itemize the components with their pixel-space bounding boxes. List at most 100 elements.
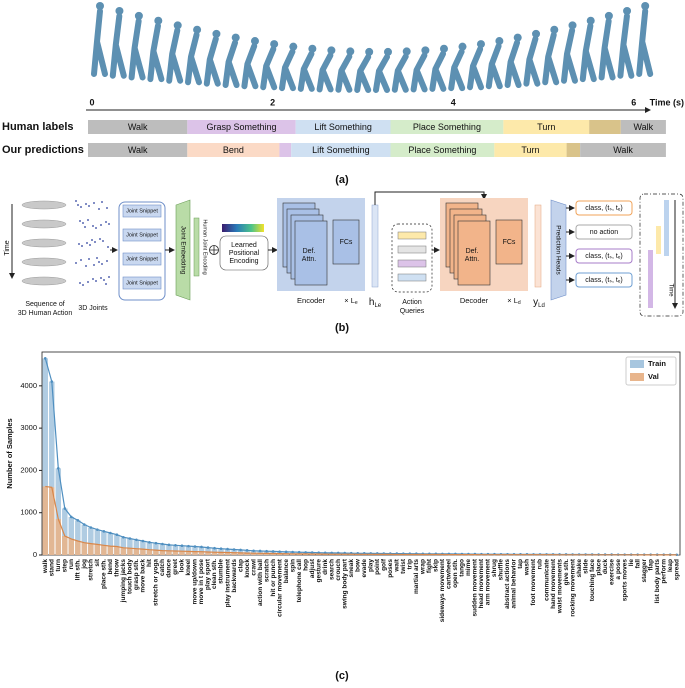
figure-head — [421, 46, 430, 55]
x-tick-label: stretch — [88, 559, 95, 581]
joint-dot — [99, 238, 101, 240]
figure-body — [429, 50, 447, 92]
figure-head — [402, 47, 411, 56]
x-tick-label: cartwheel — [446, 559, 453, 589]
figure-body — [561, 27, 578, 84]
bar — [133, 539, 140, 555]
joint-dot — [85, 203, 87, 205]
figure-head — [346, 47, 355, 56]
bar — [75, 520, 81, 555]
segment — [291, 143, 391, 157]
bar — [185, 546, 192, 555]
bar — [68, 538, 75, 555]
segment-label: Walk — [634, 122, 654, 132]
x-tick-label: tap — [517, 559, 524, 569]
x-tick-label: tango — [459, 559, 466, 577]
query — [397, 273, 427, 282]
figure-head — [289, 42, 298, 51]
figure-body — [523, 35, 541, 87]
x-tick-label: play sport — [205, 558, 212, 590]
time-label: Time — [667, 283, 673, 297]
figure-head — [231, 33, 240, 42]
bar — [55, 468, 62, 555]
human-figure — [128, 11, 146, 81]
queries-label: Queries — [400, 308, 425, 315]
series-dot — [76, 519, 80, 522]
output-label: class, (tₛ, tₑ) — [585, 205, 623, 212]
joint-dot — [96, 257, 98, 259]
joint-dot — [81, 245, 83, 247]
attn-label: Attn. — [465, 256, 479, 263]
x-tick-label: point — [374, 558, 381, 575]
human-figure — [467, 40, 485, 91]
series-dot — [252, 549, 255, 553]
x-tick-label: hand movement — [550, 558, 557, 609]
series-line — [45, 485, 677, 556]
figure-head — [212, 29, 221, 38]
x-tick-label: trip — [407, 559, 414, 570]
positional-label: Learned — [231, 242, 257, 249]
joint-dot — [86, 242, 88, 244]
joint-dot — [93, 202, 95, 204]
joint-dot — [98, 208, 100, 210]
h-sub: Le — [374, 303, 381, 309]
joint-dot — [88, 205, 90, 207]
joint-dot — [85, 265, 87, 267]
joint-dot — [100, 277, 102, 279]
figure-body — [373, 53, 390, 93]
segment-label: Place Something — [413, 122, 481, 132]
x-tick-label: play — [367, 559, 374, 572]
figure-body — [185, 31, 202, 86]
x-tick-label: abstract actions — [504, 559, 511, 609]
x-tick-label: lift sth. — [75, 559, 82, 580]
segment — [580, 143, 666, 157]
skip-arrow — [374, 191, 487, 205]
segment-label: Turn — [537, 122, 555, 132]
human-figure — [448, 42, 467, 92]
bar — [192, 546, 198, 555]
caption: (a) — [335, 174, 349, 186]
x-tick-label: step — [62, 559, 69, 572]
x-tick-label: stand — [48, 559, 55, 576]
x-tick-label: crawl — [250, 559, 257, 576]
pred-bar — [648, 250, 653, 308]
joint-dot — [79, 220, 81, 222]
embedding-block — [175, 199, 191, 301]
segment — [620, 120, 666, 134]
x-tick-label: sneak — [348, 559, 355, 578]
human-figure — [373, 47, 392, 93]
figure-body — [504, 39, 522, 89]
x-tick-label: search — [328, 559, 335, 580]
bar — [198, 546, 205, 555]
x-tick-label: swing body part — [341, 558, 348, 609]
human-figure — [542, 25, 560, 86]
joint-dot — [107, 246, 109, 248]
x-tick-label: action with ball — [257, 559, 264, 606]
bar — [68, 516, 75, 555]
h-main: h — [369, 297, 375, 308]
y-label: yLd — [533, 297, 545, 309]
figure-body — [617, 12, 635, 79]
series-dot — [122, 535, 125, 539]
segment-label: Walk — [128, 122, 148, 132]
x-tick-label: kneel — [185, 559, 192, 576]
x-tick-label: rocking movement — [569, 558, 576, 617]
series-dot — [109, 531, 112, 535]
plot-frame — [41, 351, 681, 556]
bar — [62, 535, 68, 555]
x-tick-label: move in t pose — [198, 559, 205, 605]
snippet-box — [122, 204, 162, 218]
figure-head — [173, 21, 182, 30]
segment — [390, 120, 504, 134]
bar — [276, 553, 283, 555]
figure-body — [410, 52, 428, 93]
x-tick-label: sudden movement — [472, 558, 479, 616]
figure-body — [109, 12, 127, 79]
figure-body — [222, 39, 240, 89]
bar — [237, 552, 244, 555]
x-tick-label: greet — [172, 558, 179, 575]
joint-dot — [80, 259, 82, 261]
human-figure — [147, 16, 165, 83]
series-line — [44, 358, 677, 556]
